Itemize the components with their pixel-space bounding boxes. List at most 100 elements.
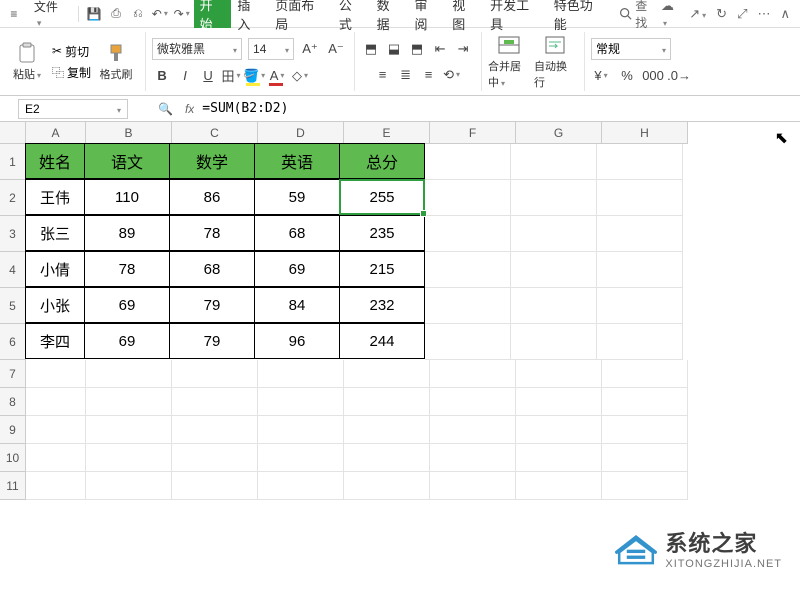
cell-H8[interactable] [602,388,688,416]
tab-special[interactable]: 特色功能 [548,0,612,28]
cell-D5[interactable]: 84 [254,287,340,323]
undo-icon[interactable]: ↶ [150,4,170,24]
cell-B5[interactable]: 69 [84,287,170,323]
cell-C6[interactable]: 79 [169,323,255,359]
increase-decimal-icon[interactable]: .0→ [669,66,689,86]
help-icon[interactable]: ⋯ [757,6,770,22]
align-top-icon[interactable]: ⬒ [361,39,381,59]
cell-D4[interactable]: 69 [254,251,340,287]
cell-B6[interactable]: 69 [84,323,170,359]
number-format-select[interactable]: 常规 [591,38,671,60]
cell-B9[interactable] [86,416,172,444]
row-header-11[interactable]: 11 [0,472,26,500]
row-header-10[interactable]: 10 [0,444,26,472]
cell-H5[interactable] [597,288,683,324]
cell-E3[interactable]: 235 [339,215,425,251]
font-name-select[interactable]: 微软雅黑 [152,38,242,60]
cell-C9[interactable] [172,416,258,444]
row-header-1[interactable]: 1 [0,144,26,180]
cell-A11[interactable] [26,472,86,500]
underline-button[interactable]: U [198,66,218,86]
col-header-E[interactable]: E [344,122,430,144]
fill-handle[interactable] [420,210,427,217]
cell-F1[interactable] [425,144,511,180]
tab-data[interactable]: 数据 [371,0,409,28]
menu-icon[interactable]: ≡ [4,4,24,24]
row-header-2[interactable]: 2 [0,180,26,216]
cell-C1[interactable]: 数学 [169,143,255,179]
cell-D6[interactable]: 96 [254,323,340,359]
cell-F11[interactable] [430,472,516,500]
paste-button[interactable]: 粘贴 [6,42,48,82]
row-header-7[interactable]: 7 [0,360,26,388]
cell-A2[interactable]: 王伟 [25,179,85,215]
cell-D9[interactable] [258,416,344,444]
cell-C7[interactable] [172,360,258,388]
currency-icon[interactable]: ¥ [591,66,611,86]
cell-E2[interactable]: 255 [339,179,425,215]
cell-F3[interactable] [425,216,511,252]
cell-E5[interactable]: 232 [339,287,425,323]
cell-H9[interactable] [602,416,688,444]
cell-H4[interactable] [597,252,683,288]
cell-G2[interactable] [511,180,597,216]
cell-D10[interactable] [258,444,344,472]
cell-B10[interactable] [86,444,172,472]
row-header-3[interactable]: 3 [0,216,26,252]
cell-G3[interactable] [511,216,597,252]
cell-D2[interactable]: 59 [254,179,340,215]
select-all-corner[interactable] [0,122,26,144]
bold-button[interactable]: B [152,66,172,86]
merge-center-button[interactable]: 合并居中 [488,34,530,90]
cell-G4[interactable] [511,252,597,288]
tab-insert[interactable]: 插入 [231,0,269,28]
search-fx-icon[interactable]: 🔍 [158,102,173,116]
cell-G5[interactable] [511,288,597,324]
refresh-icon[interactable]: ↻ [716,6,727,22]
search-box[interactable]: 查找 [619,0,659,31]
cell-B3[interactable]: 89 [84,215,170,251]
cell-G9[interactable] [516,416,602,444]
cell-C11[interactable] [172,472,258,500]
align-bottom-icon[interactable]: ⬒ [407,39,427,59]
align-right-icon[interactable]: ≡ [419,65,439,85]
cut-button[interactable]: ✂剪切 [52,43,91,60]
cell-G1[interactable] [511,144,597,180]
indent-left-icon[interactable]: ⇤ [430,39,450,59]
tab-page-layout[interactable]: 页面布局 [269,0,333,28]
name-box[interactable]: E2 [18,99,128,119]
cell-C2[interactable]: 86 [169,179,255,215]
row-header-9[interactable]: 9 [0,416,26,444]
cell-B11[interactable] [86,472,172,500]
percent-icon[interactable]: % [617,66,637,86]
align-middle-icon[interactable]: ⬓ [384,39,404,59]
cell-F9[interactable] [430,416,516,444]
minimize-ribbon-icon[interactable]: ∧ [780,6,790,22]
tab-view[interactable]: 视图 [446,0,484,28]
cell-B2[interactable]: 110 [84,179,170,215]
row-header-5[interactable]: 5 [0,288,26,324]
cell-C3[interactable]: 78 [169,215,255,251]
cell-B4[interactable]: 78 [84,251,170,287]
cell-A1[interactable]: 姓名 [25,143,85,179]
cell-F2[interactable] [425,180,511,216]
col-header-H[interactable]: H [602,122,688,144]
cell-G7[interactable] [516,360,602,388]
italic-button[interactable]: I [175,66,195,86]
cloud-icon[interactable]: ☁ [661,0,679,29]
cell-G11[interactable] [516,472,602,500]
cell-F7[interactable] [430,360,516,388]
cell-D7[interactable] [258,360,344,388]
orientation-icon[interactable]: ⟲ [442,65,462,85]
share-icon[interactable]: ↗ [689,6,706,22]
cell-H1[interactable] [597,144,683,180]
tab-developer[interactable]: 开发工具 [484,0,548,28]
copy-button[interactable]: ⿻复制 [52,64,91,81]
save-icon[interactable]: 💾 [84,4,104,24]
cell-E7[interactable] [344,360,430,388]
cell-F4[interactable] [425,252,511,288]
border-button[interactable]: 田 [221,66,241,86]
cell-H11[interactable] [602,472,688,500]
row-header-4[interactable]: 4 [0,252,26,288]
indent-right-icon[interactable]: ⇥ [453,39,473,59]
